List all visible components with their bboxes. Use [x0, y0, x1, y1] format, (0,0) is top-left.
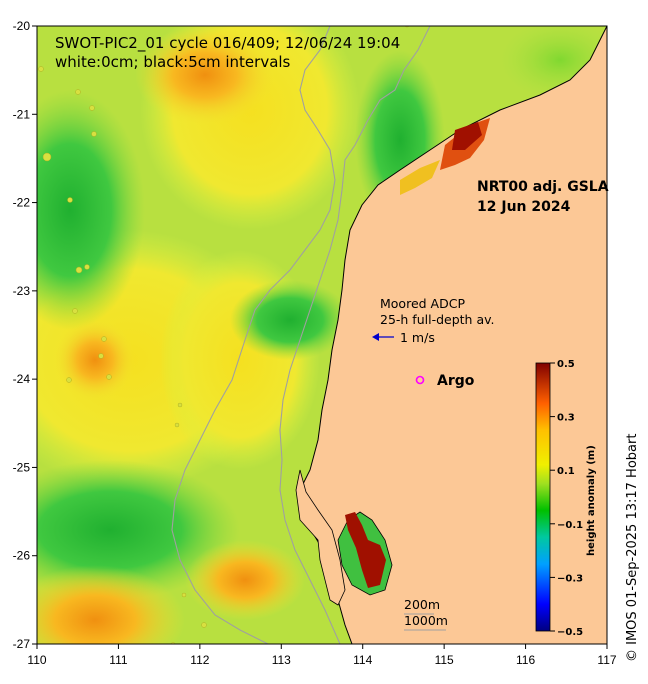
y-tick-label: -21 [13, 107, 31, 121]
y-tick-label: -25 [13, 460, 31, 474]
x-axis: 110 111 112 113 114 115 116 117 [27, 644, 617, 667]
colorbar-tick-label: 0.5 [557, 359, 575, 370]
plot-frame [36, 25, 608, 645]
colorbar-tick-label: −0.1 [557, 520, 583, 531]
x-tick-label: 110 [27, 653, 46, 667]
y-tick-label: -26 [13, 549, 31, 563]
adcp-label-line1: Moored ADCP [380, 296, 465, 311]
isobath-200m [279, 26, 431, 644]
gulf-anomaly [345, 512, 386, 588]
x-tick-label: 114 [353, 653, 372, 667]
colorbar-tick-label: −0.5 [557, 627, 583, 638]
x-tick-label: 117 [597, 653, 616, 667]
colorbar-tick-label: −0.3 [557, 573, 583, 584]
product-label-line1: NRT00 adj. GSLA [477, 179, 609, 195]
colorbar [535, 362, 551, 632]
product-label-line2: 12 Jun 2024 [477, 199, 571, 215]
x-tick-label: 112 [190, 653, 209, 667]
adcp-scale-label: 1 m/s [400, 330, 435, 345]
sea-level-field [37, 26, 607, 644]
x-tick-label: 116 [516, 653, 535, 667]
argo-marker [415, 375, 425, 385]
y-tick-label: -22 [13, 196, 31, 210]
colorbar-tick-label: 0.1 [557, 466, 575, 477]
isobath-1000m [171, 26, 336, 644]
y-tick-label: -24 [13, 372, 31, 386]
colorbar-ticks: 0.5 0.3 0.1 −0.1 −0.3 −0.5 [550, 359, 583, 638]
y-axis: -20 -21 -22 -23 -24 -25 -26 -27 [13, 19, 37, 651]
swot-points [38, 26, 410, 644]
colorbar-tick-label: 0.3 [557, 413, 575, 424]
isobath-200m-label: 200m [404, 597, 440, 612]
x-tick-label: 111 [109, 653, 128, 667]
argo-label: Argo [437, 373, 475, 389]
y-tick-label: -20 [13, 19, 31, 33]
x-tick-label: 115 [435, 653, 454, 667]
credit-text: © IMOS 01-Sep-2025 13:17 Hobart [625, 434, 640, 662]
isobath-1000m-label: 1000m [404, 613, 448, 628]
y-tick-label: -27 [13, 637, 31, 651]
y-tick-label: -23 [13, 284, 31, 298]
adcp-scale-arrow [372, 333, 394, 341]
adcp-label-line2: 25-h full-depth av. [380, 312, 495, 327]
x-tick-label: 113 [272, 653, 291, 667]
colorbar-title: height anomaly (m) [586, 445, 597, 556]
map-title-line1: SWOT-PIC2_01 cycle 016/409; 12/06/24 19:… [55, 34, 400, 53]
map-title-line2: white:0cm; black:5cm intervals [55, 53, 291, 71]
